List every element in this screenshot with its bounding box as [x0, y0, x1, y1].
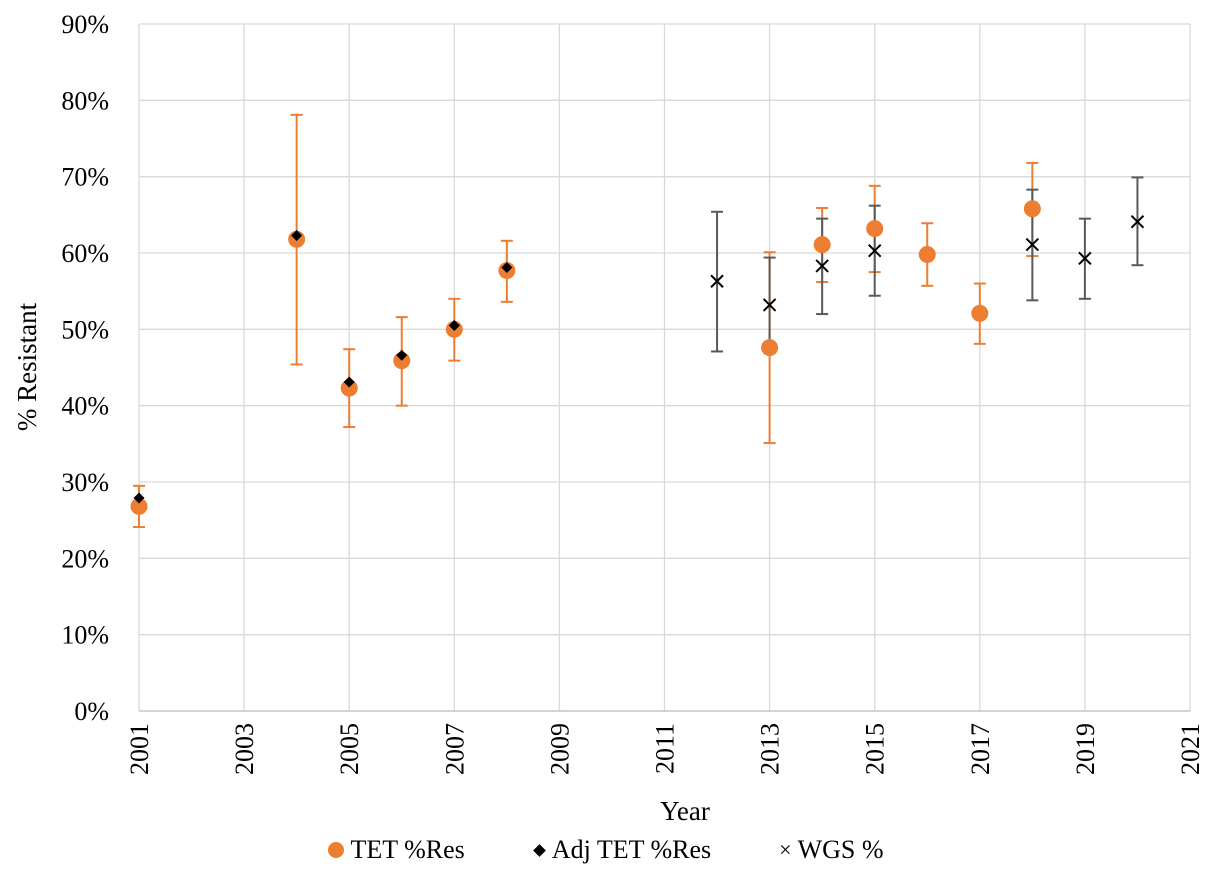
x-axis-title: Year: [660, 796, 710, 826]
y-tick-labels: 0% 10% 20% 30% 40% 50% 60% 70% 80% 90%: [61, 10, 109, 726]
adj-tet-point: [501, 262, 513, 274]
x-tick-label: 2009: [545, 723, 574, 775]
wgs-point-stroke: [1078, 251, 1092, 266]
tet-point: [866, 220, 884, 238]
y-tick-label: 30%: [61, 468, 109, 497]
wgs-point-stroke: [1130, 214, 1145, 229]
tet-point: [918, 246, 936, 264]
y-tick-label: 90%: [61, 10, 109, 39]
adj-tet-point: [396, 349, 408, 361]
wgs-point-stroke: [815, 259, 829, 273]
wgs-point-stroke: [1025, 237, 1040, 252]
x-tick-label: 2007: [440, 723, 469, 775]
legend: TET %Res Adj TET %Res × WGS %: [0, 830, 1212, 870]
circle-marker-icon: [328, 842, 345, 858]
wgs-point: [867, 244, 882, 258]
tet-point: [761, 339, 779, 357]
wgs-point: [1025, 237, 1040, 252]
y-tick-label: 20%: [61, 544, 109, 573]
legend-label-wgs: WGS %: [797, 835, 884, 864]
legend-item-tet: TET %Res: [328, 835, 465, 865]
tet-point: [971, 304, 989, 322]
wgs-point-stroke: [867, 244, 882, 258]
y-tick-label: 80%: [61, 86, 109, 115]
scatter-chart: 0%10%20%30%40%50%60%70%80%90% 2001 2003 20…: [12, 10, 1205, 826]
y-axis-title: % Resistant: [12, 302, 42, 431]
wgs-point: [1130, 214, 1145, 229]
adj-tet-point: [133, 492, 145, 504]
data-points: [130, 200, 1145, 515]
x-tick-label: 2021: [1176, 723, 1205, 775]
tet-point: [1023, 200, 1041, 218]
x-marker-icon: ×: [779, 837, 792, 862]
adj-tet-point: [448, 320, 460, 332]
adj-tet-point: [291, 229, 303, 241]
x-tick-label: 2011: [651, 723, 680, 774]
wgs-point: [710, 274, 724, 288]
wgs-point: [762, 298, 777, 312]
legend-item-adj-tet: Adj TET %Res: [532, 835, 712, 865]
wgs-point: [1078, 251, 1092, 266]
legend-label-adj-tet: Adj TET %Res: [551, 835, 712, 864]
x-tick-label: 2001: [125, 723, 154, 775]
wgs-point-stroke: [710, 274, 724, 288]
y-tick-label: 40%: [61, 392, 109, 421]
adj-tet-point: [343, 376, 355, 388]
y-tick-label: 50%: [61, 315, 109, 344]
diamond-marker-icon: [532, 843, 546, 857]
x-tick-labels: 2001 2003 2005 2007 2009 2011 2013 2015 2017 2019…: [125, 723, 1205, 775]
y-tick-label: 0%: [74, 697, 109, 726]
wgs-point-stroke: [762, 298, 777, 312]
y-tick-label: 70%: [61, 163, 109, 192]
tet-point: [340, 379, 358, 397]
legend-label-tet: TET %Res: [350, 835, 465, 864]
y-tick-label: 60%: [61, 239, 109, 268]
legend-item-wgs: × WGS %: [779, 835, 883, 865]
x-tick-label: 2003: [230, 723, 259, 775]
tet-point: [130, 497, 148, 515]
x-tick-label: 2005: [335, 723, 364, 775]
x-tick-label: 2017: [966, 723, 995, 775]
tet-point: [813, 236, 831, 254]
wgs-point: [815, 259, 829, 273]
x-tick-label: 2019: [1071, 723, 1100, 775]
y-tick-label: 10%: [61, 621, 109, 650]
x-tick-label: 2013: [756, 723, 785, 775]
x-tick-label: 2015: [861, 723, 890, 775]
